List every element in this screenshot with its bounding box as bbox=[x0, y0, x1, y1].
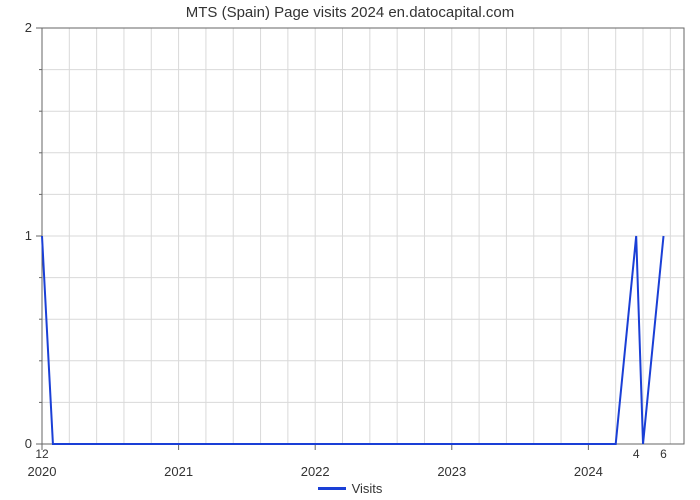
svg-text:2022: 2022 bbox=[301, 464, 330, 479]
svg-text:2021: 2021 bbox=[164, 464, 193, 479]
chart-title: MTS (Spain) Page visits 2024 en.datocapi… bbox=[0, 4, 700, 21]
svg-text:2023: 2023 bbox=[437, 464, 466, 479]
svg-text:2024: 2024 bbox=[574, 464, 603, 479]
chart-plot: 202020212022202320240121246 bbox=[0, 0, 700, 500]
chart-container: MTS (Spain) Page visits 2024 en.datocapi… bbox=[0, 0, 700, 500]
svg-text:12: 12 bbox=[35, 447, 49, 461]
svg-text:4: 4 bbox=[633, 447, 640, 461]
svg-text:6: 6 bbox=[660, 447, 667, 461]
svg-text:1: 1 bbox=[25, 228, 32, 243]
chart-legend: Visits bbox=[0, 480, 700, 496]
svg-text:2: 2 bbox=[25, 20, 32, 35]
svg-text:0: 0 bbox=[25, 436, 32, 451]
legend-label: Visits bbox=[352, 481, 383, 496]
svg-text:2020: 2020 bbox=[28, 464, 57, 479]
legend-swatch bbox=[318, 487, 346, 490]
